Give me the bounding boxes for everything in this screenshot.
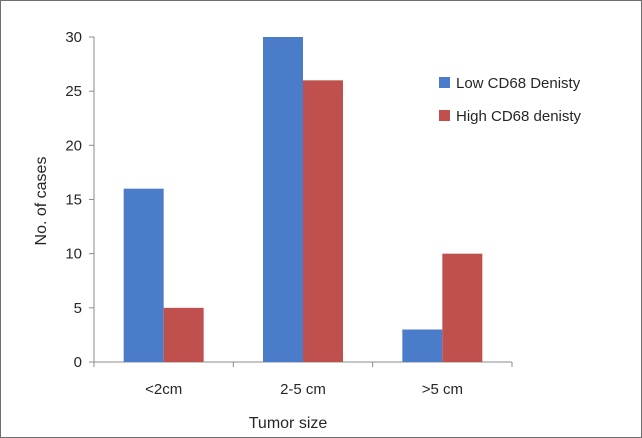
y-tick-label: 20 bbox=[65, 137, 82, 154]
chart-bars bbox=[123, 37, 483, 362]
x-category-label: >5 cm bbox=[422, 381, 463, 398]
legend-label-0: Low CD68 Denisty bbox=[456, 75, 581, 92]
x-category-label: 2-5 cm bbox=[280, 381, 326, 398]
legend-swatch-0 bbox=[439, 77, 450, 88]
y-tick-label: 0 bbox=[74, 354, 82, 371]
bar-high-1 bbox=[303, 80, 343, 362]
y-axis-title: No. of cases bbox=[33, 157, 50, 246]
y-tick-label: 5 bbox=[74, 300, 82, 317]
x-category-label: <2cm bbox=[145, 381, 182, 398]
x-axis-title: Tumor size bbox=[249, 415, 328, 432]
x-axis-categories: <2cm 2-5 cm >5 cm bbox=[145, 381, 463, 398]
bar-high-2 bbox=[442, 253, 483, 362]
y-tick-label: 15 bbox=[65, 192, 82, 209]
y-tick-label: 25 bbox=[65, 83, 82, 100]
y-axis-ticks: 0 5 10 15 20 25 30 bbox=[65, 29, 94, 371]
bar-low-2 bbox=[402, 329, 443, 362]
bar-low-0 bbox=[123, 188, 164, 362]
bar-high-0 bbox=[163, 307, 204, 362]
y-tick-label: 10 bbox=[65, 246, 82, 263]
legend-swatch-1 bbox=[439, 110, 450, 121]
legend-label-1: High CD68 denisty bbox=[456, 108, 582, 125]
y-tick-label: 30 bbox=[65, 29, 82, 46]
bar-low-1 bbox=[263, 37, 303, 362]
chart-legend: Low CD68 Denisty High CD68 denisty bbox=[439, 75, 582, 125]
